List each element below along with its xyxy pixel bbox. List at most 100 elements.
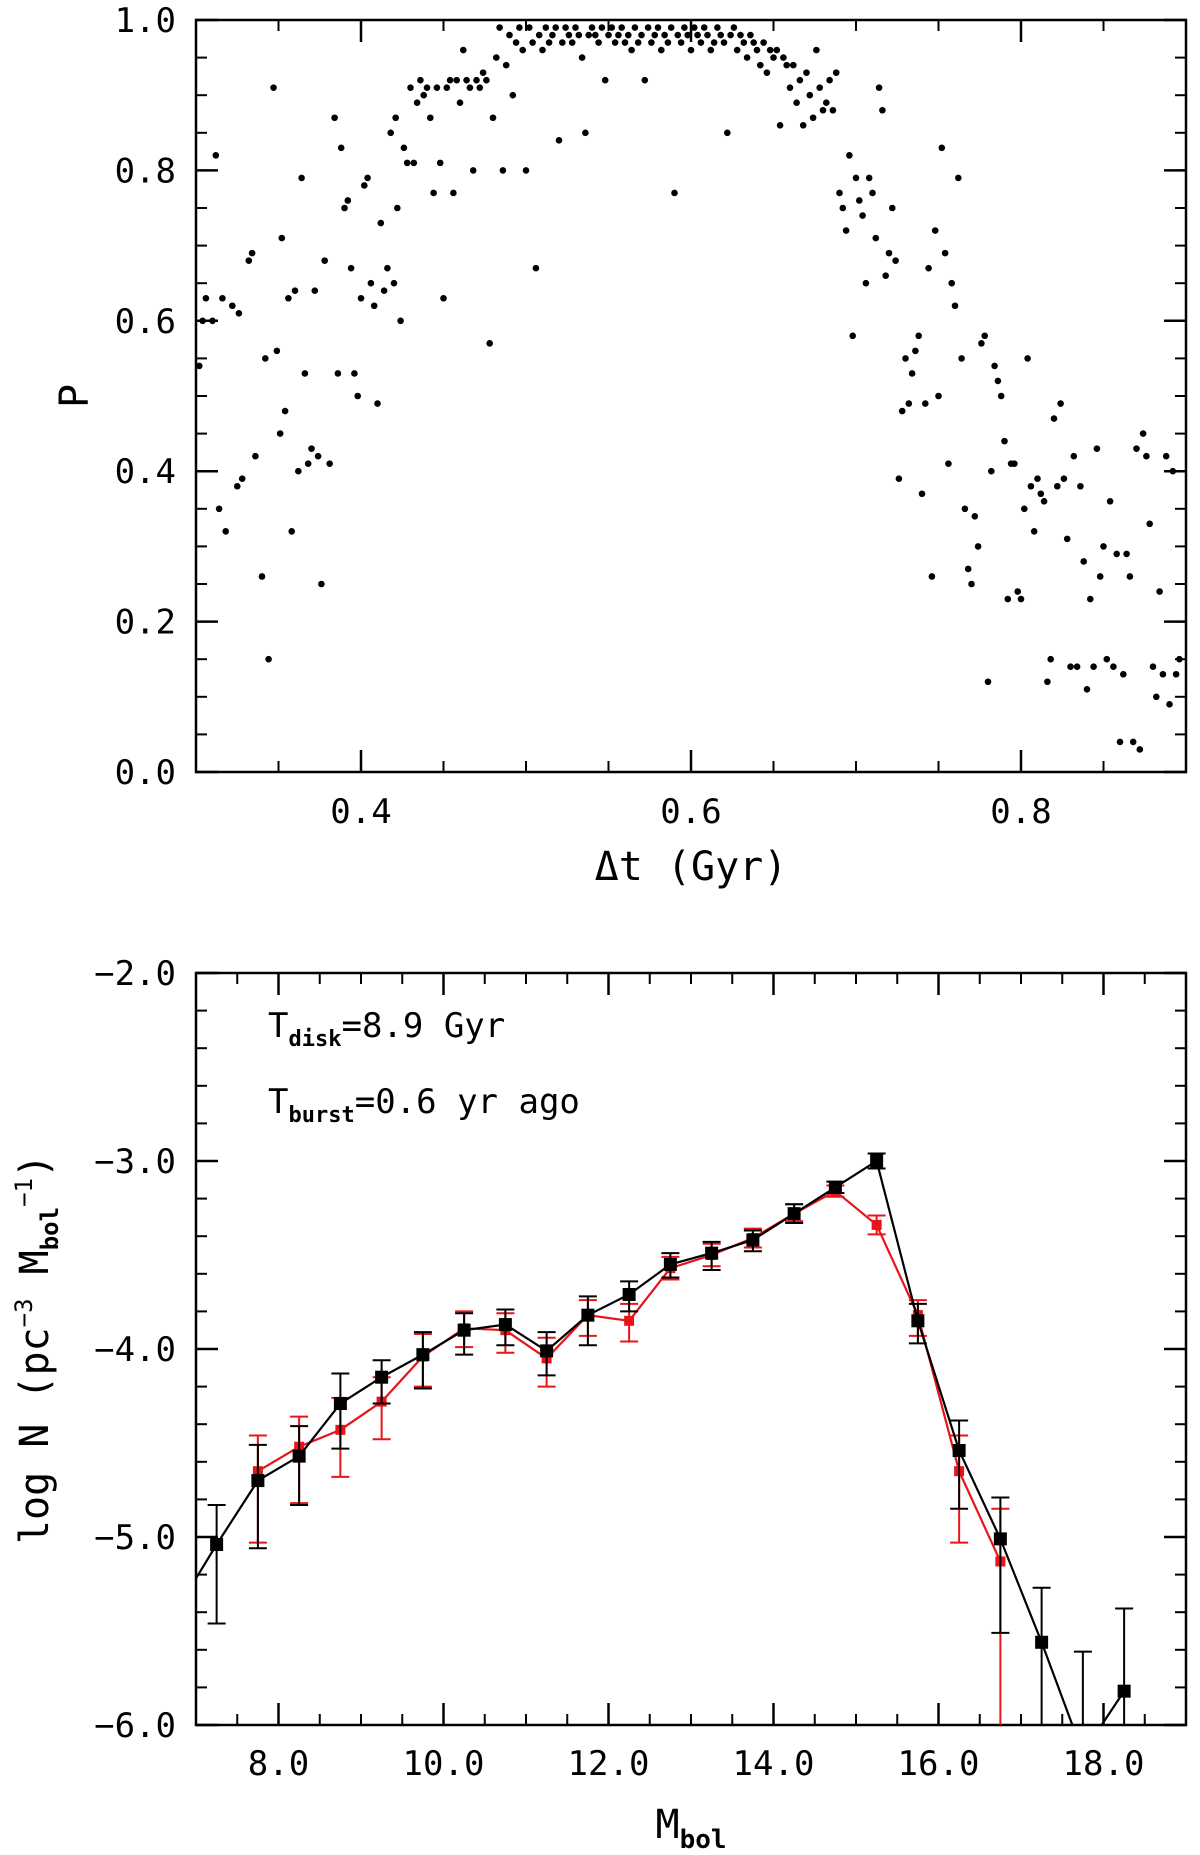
scatter-point [496, 24, 503, 31]
scatter-point [928, 573, 936, 580]
scatter-point [842, 227, 850, 234]
scatter-point [667, 24, 675, 31]
scatter-point [813, 46, 820, 54]
scatter-point [1159, 670, 1167, 678]
scatter-point [559, 39, 566, 46]
scatter-point [658, 46, 665, 54]
scatter-point [588, 24, 596, 31]
scatter-point [377, 219, 385, 227]
scatter-point [1129, 738, 1137, 746]
scatter-point [1166, 701, 1173, 708]
scatter-point [466, 84, 474, 91]
scatter-point [661, 31, 668, 39]
series-line [257, 1189, 1002, 1562]
scatter-point [664, 39, 672, 46]
scatter-point [483, 76, 490, 84]
x-tick-label: 14.0 [733, 1744, 815, 1784]
scatter-point [592, 31, 599, 39]
scatter-point [710, 39, 718, 46]
scatter-point [714, 24, 721, 31]
scatter-point [273, 347, 281, 355]
scatter-point [199, 317, 206, 325]
scatter-point [720, 39, 728, 46]
scatter-point [1057, 400, 1064, 407]
scatter-point [1060, 475, 1068, 483]
data-marker [251, 1474, 265, 1488]
scatter-point [403, 159, 411, 167]
scatter-point [233, 482, 241, 490]
scatter-point [829, 106, 837, 114]
scatter-point [1126, 573, 1134, 580]
scatter-point [905, 400, 913, 407]
y-axis-label: log N (pc−3 Mbol−1) [10, 1154, 64, 1544]
scatter-point [776, 121, 784, 129]
scatter-point [750, 39, 757, 46]
scatter-point [407, 84, 414, 91]
scatter-point [799, 121, 807, 129]
scatter-point [994, 377, 1002, 385]
scatter-point [1176, 655, 1183, 663]
scatter-point [615, 31, 622, 39]
scatter-point [222, 528, 229, 535]
scatter-point [730, 24, 738, 31]
scatter-point [212, 152, 220, 159]
scatter-point [1014, 588, 1021, 595]
scatter-point [885, 249, 893, 257]
scatter-point [806, 91, 814, 99]
scatter-point [516, 24, 523, 31]
scatter-point [1021, 505, 1028, 513]
scatter-point [562, 24, 569, 31]
scatter-point [644, 24, 652, 31]
scatter-point [1139, 430, 1147, 437]
scatter-point [1030, 528, 1038, 535]
scatter-point [582, 129, 589, 137]
scatter-point [895, 475, 903, 483]
scatter-point [687, 46, 695, 54]
scatter-point [443, 84, 451, 91]
scatter-point [757, 61, 764, 69]
scatter-point [945, 460, 952, 467]
plot-frame [194, 18, 1188, 774]
scatter-point [400, 144, 408, 152]
scatter-point [882, 272, 889, 279]
scatter-point [295, 467, 302, 475]
scatter-point [964, 565, 972, 573]
scatter-point [836, 189, 843, 197]
scatter-point [1054, 482, 1061, 490]
scatter-point [493, 54, 500, 61]
scatter-point [555, 137, 563, 144]
scatter-point [671, 189, 678, 197]
data-marker [828, 1180, 842, 1194]
scatter-point [248, 249, 256, 257]
scatter-point [628, 46, 635, 54]
scatter-point [354, 392, 362, 400]
data-marker [952, 1444, 966, 1458]
scatter-point [743, 54, 751, 61]
scatter-point [235, 309, 243, 317]
scatter-point [397, 317, 404, 325]
scatter-point [737, 31, 744, 39]
y-tick-label: −6.0 [94, 1706, 176, 1746]
scatter-point [651, 31, 658, 39]
scatter-point [281, 407, 289, 415]
scatter-point [364, 174, 371, 182]
scatter-point [433, 84, 441, 91]
scatter-point [1004, 595, 1012, 603]
scatter-point [875, 84, 883, 91]
x-tick-label: 12.0 [568, 1744, 650, 1784]
scatter-point [572, 24, 579, 31]
data-marker [581, 1308, 595, 1322]
scatter-point [545, 39, 553, 46]
scatter-point [1017, 595, 1025, 603]
scatter-point [450, 189, 457, 197]
scatter-point [291, 287, 299, 295]
scatter-point [865, 174, 873, 182]
scatter-point [1001, 437, 1008, 445]
scatter-point [453, 76, 461, 84]
scatter-point [1073, 663, 1081, 671]
scatter-point [766, 46, 774, 54]
scatter-point [955, 174, 962, 182]
y-tick-label: 0.0 [115, 753, 176, 793]
y-tick-label: 1.0 [115, 1, 176, 41]
scatter-point [387, 129, 395, 137]
